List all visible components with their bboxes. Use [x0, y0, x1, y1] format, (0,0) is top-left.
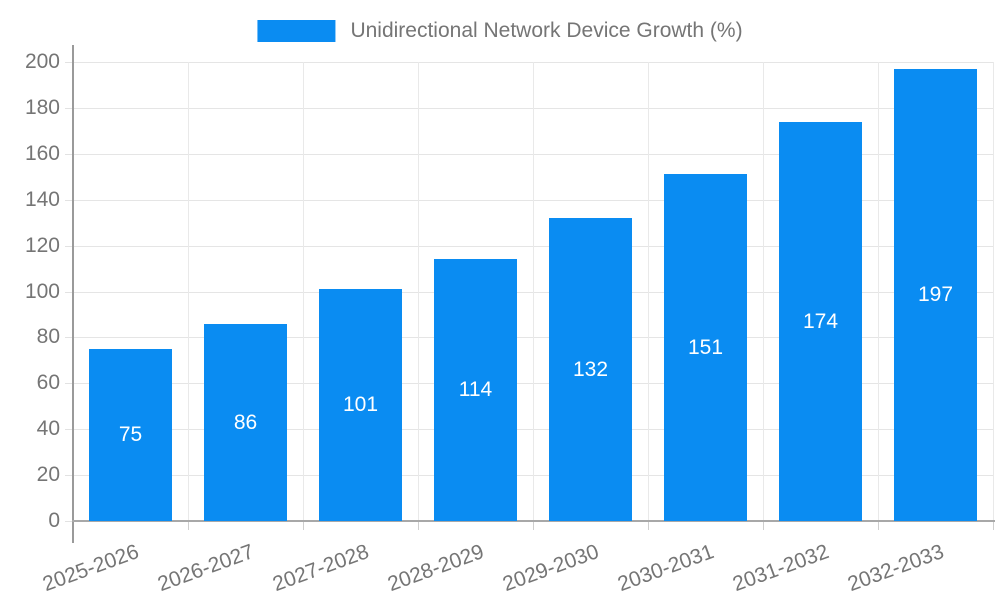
y-tick-label: 0 — [48, 509, 60, 532]
y-tick — [65, 62, 73, 63]
bar-value-label: 75 — [118, 423, 143, 446]
y-gridline — [73, 62, 993, 63]
y-tick-label: 100 — [24, 280, 60, 303]
y-tick — [65, 292, 73, 293]
y-tick — [65, 429, 73, 430]
y-tick-label: 180 — [24, 96, 60, 119]
x-tick-label: 2030-2031 — [614, 540, 718, 597]
y-axis-line — [72, 45, 74, 543]
x-gridline — [648, 62, 649, 521]
x-tick-label: 2026-2027 — [154, 540, 258, 597]
y-tick-label: 120 — [24, 234, 60, 257]
x-gridline — [418, 62, 419, 521]
bar: 151 — [664, 174, 747, 521]
y-tick-label: 60 — [36, 371, 60, 394]
y-tick-label: 80 — [36, 325, 60, 348]
x-tick-label: 2029-2030 — [499, 540, 603, 597]
bar-value-label: 132 — [572, 357, 609, 381]
bar-value-label: 86 — [233, 410, 258, 434]
y-tick-label: 40 — [36, 417, 60, 440]
bar: 174 — [779, 122, 862, 521]
x-gridline — [763, 62, 764, 521]
x-tick-label: 2025-2026 — [39, 540, 143, 597]
x-tick — [303, 521, 304, 530]
legend: Unidirectional Network Device Growth (%) — [257, 19, 743, 43]
y-tick — [65, 337, 73, 338]
x-tick — [993, 521, 994, 530]
bar-value-label: 114 — [458, 378, 493, 401]
bar: 132 — [549, 218, 632, 521]
x-tick-label: 2032-2033 — [844, 540, 948, 597]
y-tick — [65, 521, 73, 522]
bar-value-label: 101 — [342, 393, 379, 416]
legend-item[interactable]: Unidirectional Network Device Growth (%) — [257, 19, 743, 43]
x-gridline — [993, 62, 994, 521]
y-tick — [65, 108, 73, 109]
x-gridline — [533, 62, 534, 521]
bar-value-label: 151 — [687, 335, 724, 359]
x-tick-label: 2027-2028 — [269, 540, 373, 597]
bar-value-label: 174 — [802, 309, 839, 333]
x-tick — [188, 521, 189, 530]
x-tick — [533, 521, 534, 530]
x-tick — [878, 521, 879, 530]
legend-swatch-icon — [257, 20, 336, 42]
x-gridline — [188, 62, 189, 521]
y-tick-label: 140 — [24, 188, 60, 211]
y-tick — [65, 154, 73, 155]
y-tick — [65, 246, 73, 247]
bar: 197 — [894, 69, 977, 521]
y-gridline — [73, 108, 993, 109]
bar-value-label: 197 — [917, 283, 954, 306]
y-tick — [65, 475, 73, 476]
x-tick-label: 2031-2032 — [729, 540, 833, 597]
bar: 101 — [319, 289, 402, 521]
y-tick — [65, 200, 73, 201]
x-tick — [418, 521, 419, 530]
bar: 86 — [204, 324, 287, 521]
x-tick — [648, 521, 649, 530]
x-tick — [763, 521, 764, 530]
x-gridline — [303, 62, 304, 521]
y-tick-label: 160 — [24, 142, 60, 165]
bar: 75 — [89, 349, 172, 521]
y-tick — [65, 383, 73, 384]
bar: 114 — [434, 259, 517, 521]
x-tick-label: 2028-2029 — [384, 540, 488, 597]
x-gridline — [878, 62, 879, 521]
y-tick-label: 200 — [24, 50, 60, 73]
legend-label: Unidirectional Network Device Growth (%) — [350, 19, 743, 42]
y-tick-label: 20 — [36, 463, 60, 486]
